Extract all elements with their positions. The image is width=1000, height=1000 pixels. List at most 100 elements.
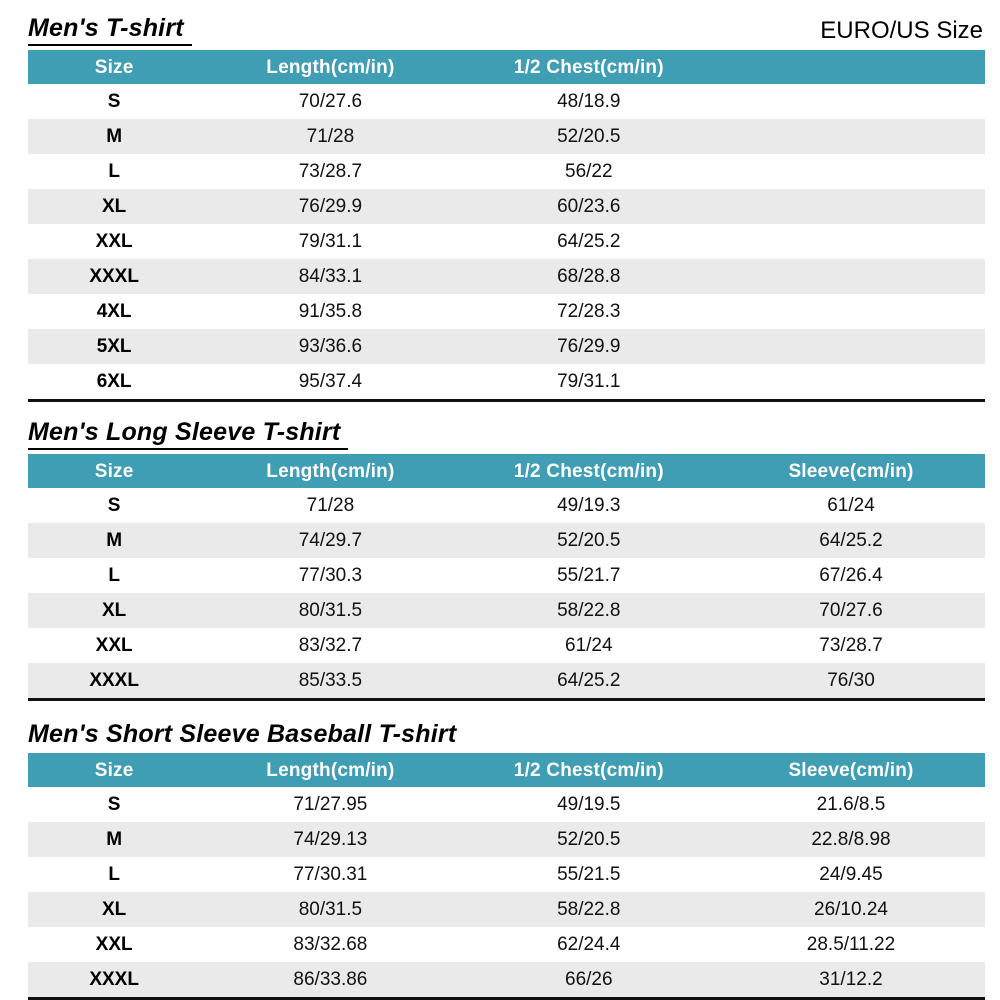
table-body: S 71/28 49/19.3 61/24 M 74/29.7 52/20.5 … — [28, 488, 985, 698]
chest-cell: 72/28.3 — [557, 301, 621, 322]
size-cell: XL — [101, 899, 127, 920]
table-row: XL 80/31.5 58/22.8 26/10.24 — [28, 892, 985, 927]
table-row: M 74/29.13 52/20.5 22.8/8.98 — [28, 822, 985, 857]
size-cell: 4XL — [96, 301, 132, 322]
sleeve-cell: 22.8/8.98 — [811, 829, 891, 850]
length-cell: 77/30.3 — [298, 565, 363, 586]
size-cell: XXL — [95, 635, 133, 656]
size-cell: XXXL — [89, 266, 139, 287]
section-header: Men's T-shirt EURO/US Size — [28, 12, 985, 46]
size-cell: S — [107, 495, 121, 516]
section-title: Men's Long Sleeve T-shirt — [28, 417, 349, 450]
length-cell: 77/30.31 — [293, 864, 368, 885]
table-header-row: Size Length(cm/in) 1/2 Chest(cm/in) Slee… — [28, 454, 985, 488]
length-cell: 93/36.6 — [298, 336, 363, 357]
sleeve-cell: 76/30 — [827, 670, 875, 691]
table-row: XXXL 86/33.86 66/26 31/12.2 — [28, 962, 985, 997]
length-cell: 79/31.1 — [298, 231, 363, 252]
size-cell: L — [108, 161, 120, 182]
header-cell-chest: 1/2 Chest(cm/in) — [513, 759, 664, 781]
table-row: L 73/28.7 56/22 — [28, 154, 985, 189]
table-row: 5XL 93/36.6 76/29.9 — [28, 329, 985, 364]
chest-cell: 76/29.9 — [557, 336, 621, 357]
chest-cell: 62/24.4 — [557, 934, 621, 955]
chest-cell: 79/31.1 — [557, 371, 621, 392]
length-cell: 71/28 — [306, 126, 355, 147]
chest-cell: 56/22 — [565, 161, 613, 182]
section-title: Men's T-shirt — [28, 13, 192, 46]
sleeve-cell: 64/25.2 — [819, 530, 883, 551]
length-cell: 73/28.7 — [298, 161, 363, 182]
header-cell-length: Length(cm/in) — [266, 460, 395, 482]
sleeve-cell: 31/12.2 — [819, 969, 883, 990]
length-cell: 86/33.86 — [293, 969, 368, 990]
header-cell-length: Length(cm/in) — [266, 759, 395, 781]
size-table-long-sleeve: Size Length(cm/in) 1/2 Chest(cm/in) Slee… — [28, 454, 985, 701]
table-row: S 71/27.95 49/19.5 21.6/8.5 — [28, 787, 985, 822]
chest-cell: 66/26 — [565, 969, 613, 990]
section-header: Men's Long Sleeve T-shirt — [28, 416, 985, 450]
size-cell: XL — [101, 600, 127, 621]
table-row: XXL 83/32.68 62/24.4 28.5/11.22 — [28, 927, 985, 962]
section-mens-baseball-tshirt: Men's Short Sleeve Baseball T-shirt Size… — [28, 715, 985, 1000]
size-cell: S — [107, 794, 121, 815]
chest-cell: 64/25.2 — [557, 670, 621, 691]
size-table-mens-tshirt: Size Length(cm/in) 1/2 Chest(cm/in) S 70… — [28, 50, 985, 402]
euro-us-size-label: EURO/US Size — [820, 17, 983, 44]
sleeve-cell: 26/10.24 — [814, 899, 888, 920]
chest-cell: 52/20.5 — [557, 829, 621, 850]
section-divider-space — [28, 701, 985, 715]
size-cell: M — [106, 126, 123, 147]
sleeve-cell: 28.5/11.22 — [806, 934, 896, 955]
sleeve-cell: 24/9.45 — [819, 864, 883, 885]
length-cell: 85/33.5 — [298, 670, 363, 691]
size-cell: XXL — [95, 934, 133, 955]
sleeve-cell: 67/26.4 — [819, 565, 883, 586]
header-cell-chest: 1/2 Chest(cm/in) — [513, 460, 664, 482]
table-row: XL 80/31.5 58/22.8 70/27.6 — [28, 593, 985, 628]
chest-cell: 58/22.8 — [557, 600, 621, 621]
table-row: M 71/28 52/20.5 — [28, 119, 985, 154]
length-cell: 80/31.5 — [298, 899, 363, 920]
table-row: XL 76/29.9 60/23.6 — [28, 189, 985, 224]
length-cell: 71/27.95 — [293, 794, 368, 815]
section-mens-tshirt: Men's T-shirt EURO/US Size Size Length(c… — [28, 12, 985, 402]
table-header-row: Size Length(cm/in) 1/2 Chest(cm/in) Slee… — [28, 753, 985, 787]
chest-cell: 64/25.2 — [557, 231, 621, 252]
size-cell: S — [107, 91, 121, 112]
header-cell-size: Size — [94, 759, 134, 781]
header-cell-length: Length(cm/in) — [266, 56, 395, 78]
size-cell: 5XL — [96, 336, 132, 357]
chest-cell: 60/23.6 — [557, 196, 621, 217]
size-cell: XXL — [95, 231, 133, 252]
chest-cell: 68/28.8 — [557, 266, 621, 287]
table-body: S 70/27.6 48/18.9 M 71/28 52/20.5 L 73/2… — [28, 84, 985, 399]
table-header-row: Size Length(cm/in) 1/2 Chest(cm/in) — [28, 50, 985, 84]
size-cell: 6XL — [96, 371, 132, 392]
size-table-baseball: Size Length(cm/in) 1/2 Chest(cm/in) Slee… — [28, 753, 985, 1000]
chest-cell: 55/21.5 — [557, 864, 621, 885]
size-cell: M — [106, 829, 123, 850]
length-cell: 70/27.6 — [298, 91, 363, 112]
table-row: XXL 79/31.1 64/25.2 — [28, 224, 985, 259]
table-row: L 77/30.3 55/21.7 67/26.4 — [28, 558, 985, 593]
size-cell: M — [106, 530, 123, 551]
chest-cell: 48/18.9 — [557, 91, 621, 112]
header-cell-sleeve: Sleeve(cm/in) — [788, 759, 914, 781]
size-cell: L — [108, 565, 120, 586]
size-cell: XXXL — [89, 670, 139, 691]
table-row: XXL 83/32.7 61/24 73/28.7 — [28, 628, 985, 663]
chest-cell: 58/22.8 — [557, 899, 621, 920]
header-cell-sleeve: Sleeve(cm/in) — [788, 460, 914, 482]
chest-cell: 61/24 — [565, 635, 613, 656]
header-cell-chest: 1/2 Chest(cm/in) — [513, 56, 664, 78]
length-cell: 80/31.5 — [298, 600, 363, 621]
length-cell: 71/28 — [306, 495, 355, 516]
sleeve-cell: 61/24 — [827, 495, 875, 516]
size-cell: L — [108, 864, 120, 885]
length-cell: 91/35.8 — [298, 301, 363, 322]
table-row: 6XL 95/37.4 79/31.1 — [28, 364, 985, 399]
size-cell: XL — [101, 196, 127, 217]
table-row: S 70/27.6 48/18.9 — [28, 84, 985, 119]
chest-cell: 49/19.3 — [557, 495, 621, 516]
